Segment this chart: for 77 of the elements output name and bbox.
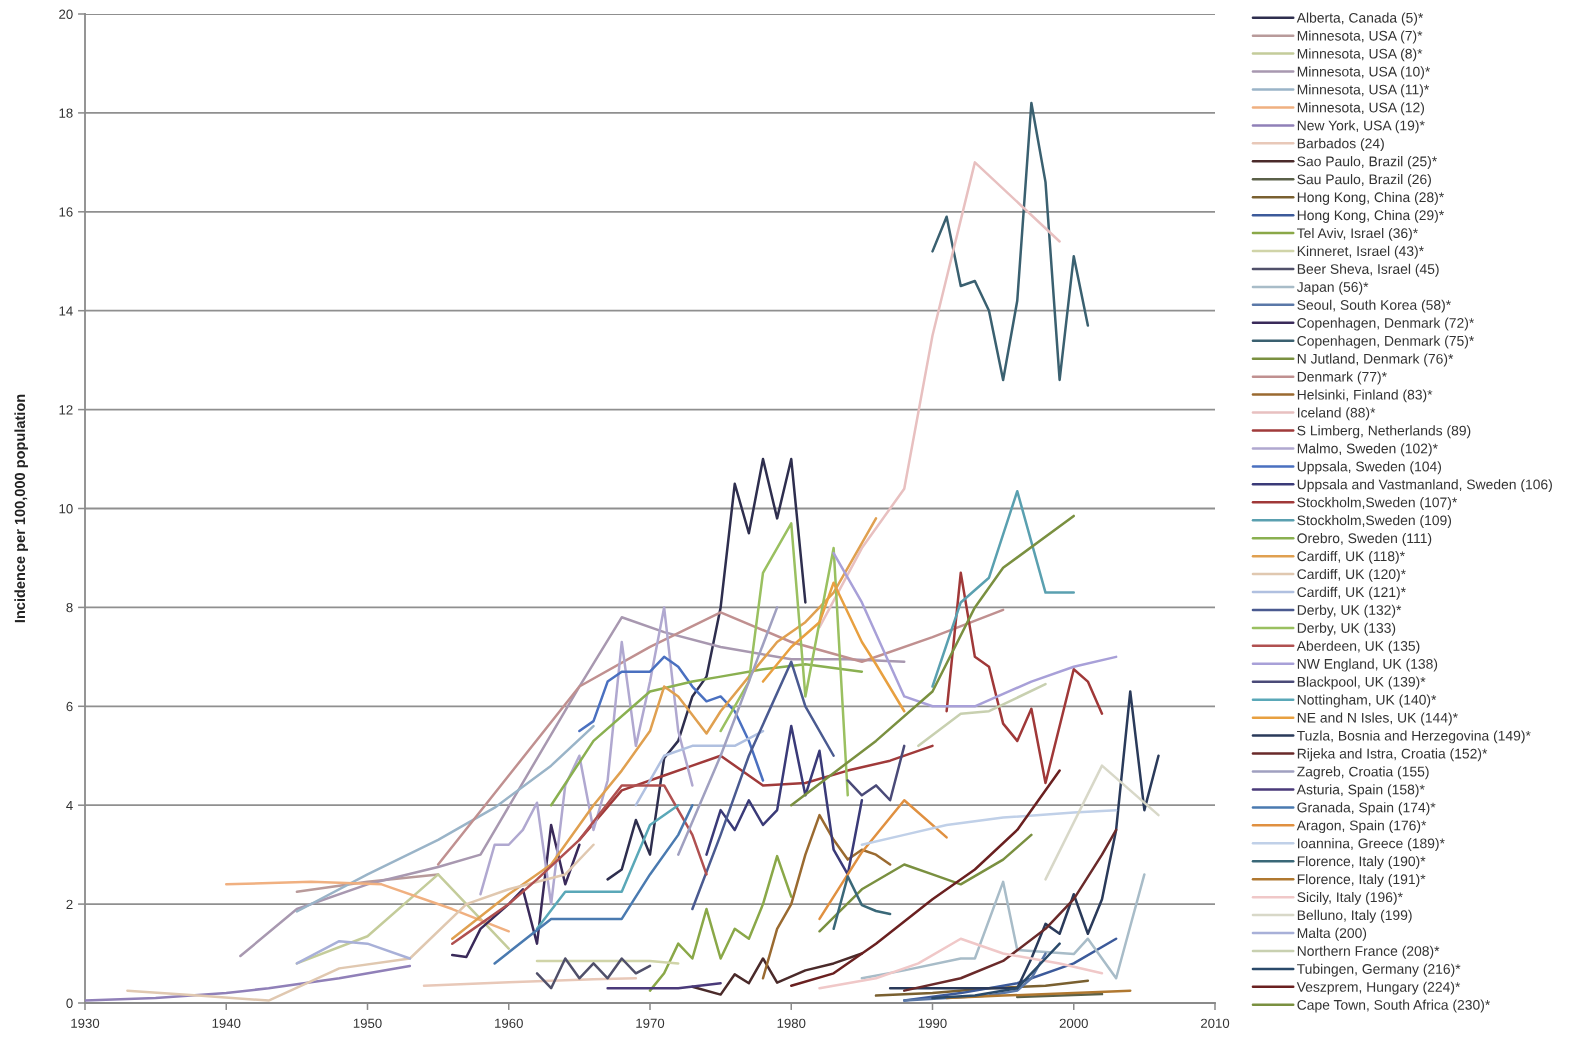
legend-label: Denmark (77)* [1297, 371, 1387, 385]
x-tick-label: 2010 [1200, 1018, 1230, 1028]
legend-label: Seoul, South Korea (58)* [1297, 299, 1451, 313]
y-tick-label: 16 [59, 207, 73, 217]
legend-label: Sao Paulo, Brazil (25)* [1297, 156, 1437, 170]
legend-label: S Limberg, Netherlands (89) [1297, 425, 1471, 439]
y-tick-label: 0 [66, 998, 73, 1008]
legend-label: Kinneret, Israel (43)* [1297, 245, 1424, 259]
x-tick-label: 1980 [777, 1018, 806, 1028]
legend-label: Tuzla, Bosnia and Herzegovina (149)* [1297, 730, 1531, 744]
x-tick-label: 1960 [495, 1018, 523, 1028]
legend-label: Iceland (88)* [1298, 407, 1376, 421]
legend-label: Northern France (208)* [1297, 945, 1440, 959]
x-tick-label: 1940 [212, 1018, 241, 1028]
legend-label: Helsinki, Finland (83)* [1297, 389, 1433, 403]
y-tick-label: 18 [59, 108, 73, 118]
legend-label: Orebro, Sweden (111) [1297, 532, 1432, 546]
legend-label: Veszprem, Hungary (224)* [1296, 981, 1461, 995]
legend-label: Belluno, Italy (199) [1297, 909, 1412, 923]
legend-label: Malmo, Sweden (102)* [1297, 443, 1438, 457]
legend-label: Barbados (24) [1297, 138, 1384, 152]
legend-label: Derby, UK (132)* [1297, 604, 1402, 618]
legend-label: Rijeka and Istra, Croatia (152)* [1297, 748, 1488, 762]
legend-label: Minnesota, USA (7)* [1297, 30, 1423, 44]
legend-label: Blackpool, UK (139)* [1297, 676, 1426, 690]
legend-label: Uppsala and Vastmanland, Sweden (106) [1297, 479, 1552, 493]
y-tick-label: 6 [66, 701, 73, 712]
legend-label: Cape Town, South Africa (230)* [1297, 999, 1491, 1013]
x-tick-label: 1930 [71, 1018, 100, 1028]
y-tick-label: 12 [59, 405, 73, 415]
legend-label: Aberdeen, UK (135) [1296, 640, 1420, 654]
legend-label: Tel Aviv, Israel (36)* [1297, 227, 1418, 241]
legend-label: Florence, Italy (191)* [1297, 873, 1426, 887]
legend-label: Minnesota, USA (11)* [1297, 84, 1430, 98]
legend-label: Beer Sheva, Israel (45) [1297, 263, 1439, 277]
y-axis-title: Incidence per 100,000 population [14, 394, 28, 623]
legend-label: Malta (200) [1297, 927, 1367, 941]
legend-label: Uppsala, Sweden (104) [1297, 461, 1441, 475]
y-tick-label: 10 [59, 504, 73, 514]
legend-label: Zagreb, Croatia (155) [1297, 766, 1429, 780]
legend-label: Derby, UK (133) [1297, 622, 1396, 636]
legend-label: Asturia, Spain (158)* [1296, 784, 1425, 798]
legend-label: Cardiff, UK (120)* [1297, 568, 1406, 582]
legend-label: Japan (56)* [1296, 281, 1369, 295]
legend-label: NE and N Isles, UK (144)* [1297, 712, 1458, 726]
legend-label: Minnesota, USA (12) [1297, 102, 1425, 116]
legend-label: Copenhagen, Denmark (75)* [1297, 335, 1475, 349]
legend-label: Aragon, Spain (176)* [1296, 820, 1427, 834]
x-tick-label: 2000 [1059, 1018, 1088, 1028]
legend-label: Florence, Italy (190)* [1297, 856, 1426, 869]
y-tick-label: 20 [59, 9, 73, 19]
x-tick-label: 1990 [918, 1018, 947, 1028]
legend-label: Sicily, Italy (196)* [1297, 891, 1403, 905]
y-tick-label: 2 [66, 899, 73, 909]
legend-label: Stockholm,Sweden (109) [1297, 515, 1452, 528]
legend-label: Ioannina, Greece (189)* [1298, 838, 1445, 852]
legend-label: Cardiff, UK (121)* [1297, 586, 1406, 600]
legend-label: Hong Kong, China (29)* [1297, 209, 1444, 223]
x-tick-label: 1950 [353, 1018, 382, 1028]
legend-label: Hong Kong, China (28)* [1297, 191, 1444, 205]
legend-label: Stockholm,Sweden (107)* [1297, 497, 1458, 511]
legend-label: Nottingham, UK (140)* [1297, 694, 1437, 708]
legend-label: Sau Paulo, Brazil (26) [1297, 174, 1431, 187]
legend-label: Alberta, Canada (5)* [1296, 12, 1424, 26]
y-tick-label: 14 [59, 306, 73, 316]
legend-label: Cardiff, UK (118)* [1297, 550, 1405, 564]
legend-label: NW England, UK (138) [1297, 658, 1438, 672]
legend-label: Minnesota, USA (10)* [1297, 66, 1431, 80]
y-tick-label: 8 [66, 602, 73, 613]
legend-label: N Jutland, Denmark (76)* [1297, 353, 1454, 367]
x-tick-label: 1970 [636, 1018, 665, 1028]
y-tick-label: 4 [66, 800, 73, 810]
legend-label: Minnesota, USA (8)* [1297, 48, 1423, 62]
legend-label: New York, USA (19)* [1297, 120, 1425, 134]
legend-label: Granada, Spain (174)* [1297, 802, 1436, 816]
legend-label: Copenhagen, Denmark (72)* [1297, 317, 1475, 331]
legend-label: Tubingen, Germany (216)* [1297, 963, 1461, 977]
